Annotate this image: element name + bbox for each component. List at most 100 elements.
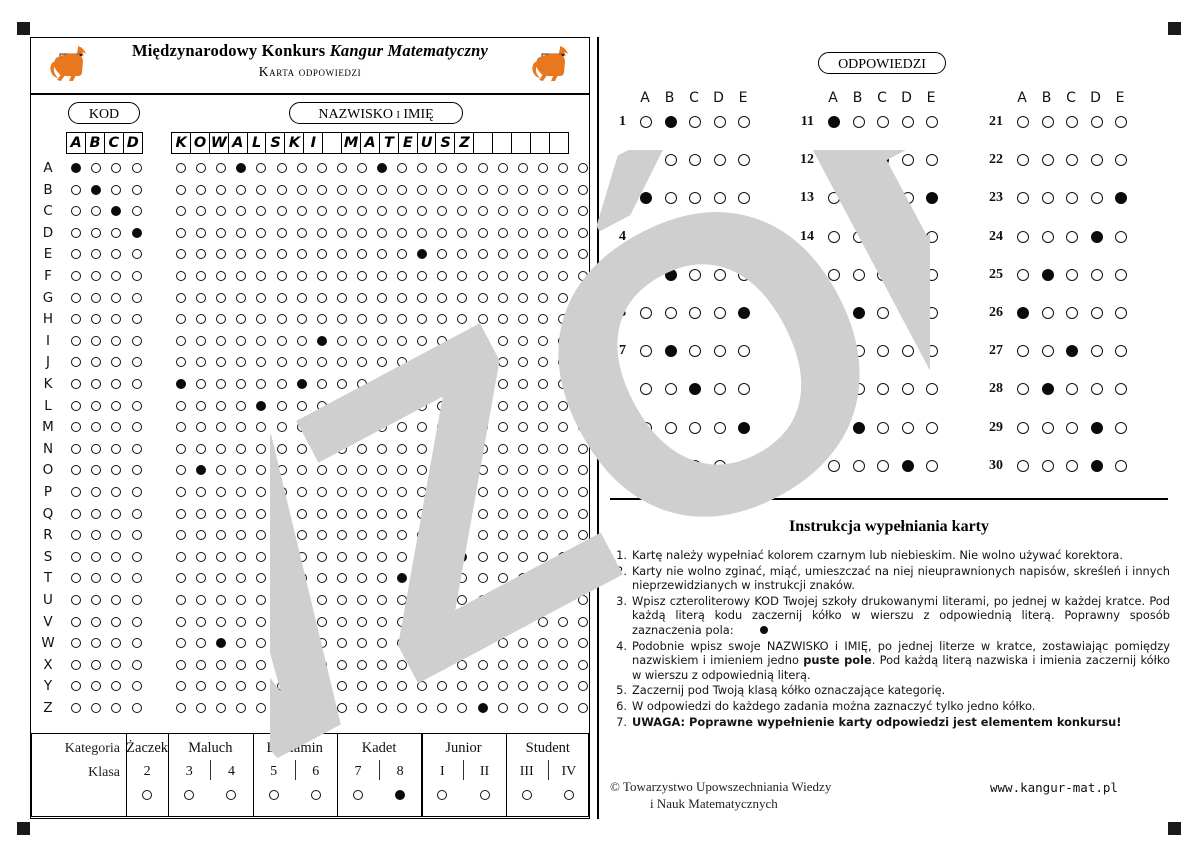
name-bubble[interactable] [276,530,287,541]
name-bubble[interactable] [356,573,367,584]
answer-bubble[interactable] [828,192,840,205]
answer-bubble[interactable] [877,421,889,434]
kod-bubble[interactable] [111,551,122,562]
name-bubble[interactable] [377,163,387,173]
name-bubble[interactable] [216,681,227,692]
name-bubble[interactable] [557,184,568,195]
name-bubble[interactable] [578,249,588,260]
name-bubble[interactable] [417,422,428,433]
name-bubble[interactable] [477,443,488,454]
answer-bubble[interactable] [1066,230,1078,243]
name-bubble[interactable] [517,271,528,281]
name-bubble[interactable] [236,227,247,238]
name-letter-cell[interactable]: Z [454,132,475,154]
answer-bubble[interactable] [1066,383,1078,396]
name-bubble[interactable] [316,379,327,389]
name-bubble[interactable] [397,184,408,195]
kod-bubble[interactable] [131,422,142,433]
name-bubble[interactable] [497,638,508,649]
name-bubble[interactable] [196,465,207,476]
name-bubble[interactable] [578,292,588,303]
name-bubble[interactable] [578,422,588,433]
answer-bubble[interactable] [713,307,726,319]
name-bubble[interactable] [296,681,307,692]
name-bubble[interactable] [176,184,186,195]
kod-bubble[interactable] [131,703,142,713]
kod-bubble[interactable] [71,314,81,325]
name-bubble[interactable] [437,400,448,411]
name-bubble[interactable] [497,595,508,605]
name-bubble[interactable] [417,573,428,584]
name-bubble[interactable] [176,703,186,713]
name-bubble[interactable] [176,681,186,692]
name-bubble[interactable] [256,400,267,411]
answer-bubble[interactable] [713,421,726,434]
answer-bubble[interactable] [738,421,750,434]
name-bubble[interactable] [176,400,186,411]
name-bubble[interactable] [216,292,227,303]
answer-bubble[interactable] [1090,116,1103,128]
name-bubble[interactable] [356,422,367,433]
name-bubble[interactable] [417,659,428,670]
name-bubble[interactable] [417,271,428,281]
name-bubble[interactable] [356,335,367,346]
name-bubble[interactable] [356,487,367,497]
answer-bubble[interactable] [738,383,750,396]
name-bubble[interactable] [517,400,528,411]
name-bubble[interactable] [578,703,588,713]
answer-bubble[interactable] [828,230,840,243]
answer-bubble[interactable] [877,192,889,205]
name-bubble[interactable] [557,465,568,476]
name-bubble[interactable] [356,292,367,303]
answer-bubble[interactable] [738,268,750,281]
name-bubble[interactable] [216,595,227,605]
name-bubble[interactable] [397,573,408,584]
name-bubble[interactable] [176,465,186,476]
kod-bubble[interactable] [131,573,142,584]
name-bubble[interactable] [336,379,347,389]
name-bubble[interactable] [417,465,428,476]
name-bubble[interactable] [316,551,327,562]
kod-bubble[interactable] [111,616,122,627]
name-bubble[interactable] [316,573,327,584]
answer-bubble[interactable] [689,307,701,319]
name-bubble[interactable] [557,551,568,562]
answer-bubble[interactable] [852,421,865,434]
name-bubble[interactable] [296,659,307,670]
name-bubble[interactable] [437,616,448,627]
name-bubble[interactable] [397,681,408,692]
name-bubble[interactable] [256,379,267,389]
name-bubble[interactable] [417,292,428,303]
name-bubble[interactable] [457,184,468,195]
category-bubble[interactable] [563,790,574,800]
name-bubble[interactable] [336,465,347,476]
name-bubble[interactable] [176,422,186,433]
name-bubble[interactable] [316,249,327,260]
name-bubble[interactable] [557,487,568,497]
answer-bubble[interactable] [828,116,840,128]
name-bubble[interactable] [236,163,247,173]
name-bubble[interactable] [256,530,267,541]
answer-bubble[interactable] [1066,116,1078,128]
name-bubble[interactable] [236,206,247,217]
answer-bubble[interactable] [1041,383,1054,396]
kod-bubble[interactable] [71,508,81,519]
name-bubble[interactable] [196,551,207,562]
name-bubble[interactable] [356,184,367,195]
name-bubble[interactable] [216,551,227,562]
name-bubble[interactable] [276,422,287,433]
name-bubble[interactable] [336,357,347,368]
answer-bubble[interactable] [640,307,652,319]
name-bubble[interactable] [497,292,508,303]
name-bubble[interactable] [517,551,528,562]
name-bubble[interactable] [537,681,548,692]
kod-bubble[interactable] [71,184,81,195]
answer-bubble[interactable] [1090,154,1103,167]
answer-bubble[interactable] [713,116,726,128]
name-bubble[interactable] [377,422,387,433]
name-bubble[interactable] [256,616,267,627]
answer-bubble[interactable] [640,383,652,396]
name-bubble[interactable] [236,616,247,627]
name-bubble[interactable] [537,249,548,260]
name-bubble[interactable] [216,465,227,476]
